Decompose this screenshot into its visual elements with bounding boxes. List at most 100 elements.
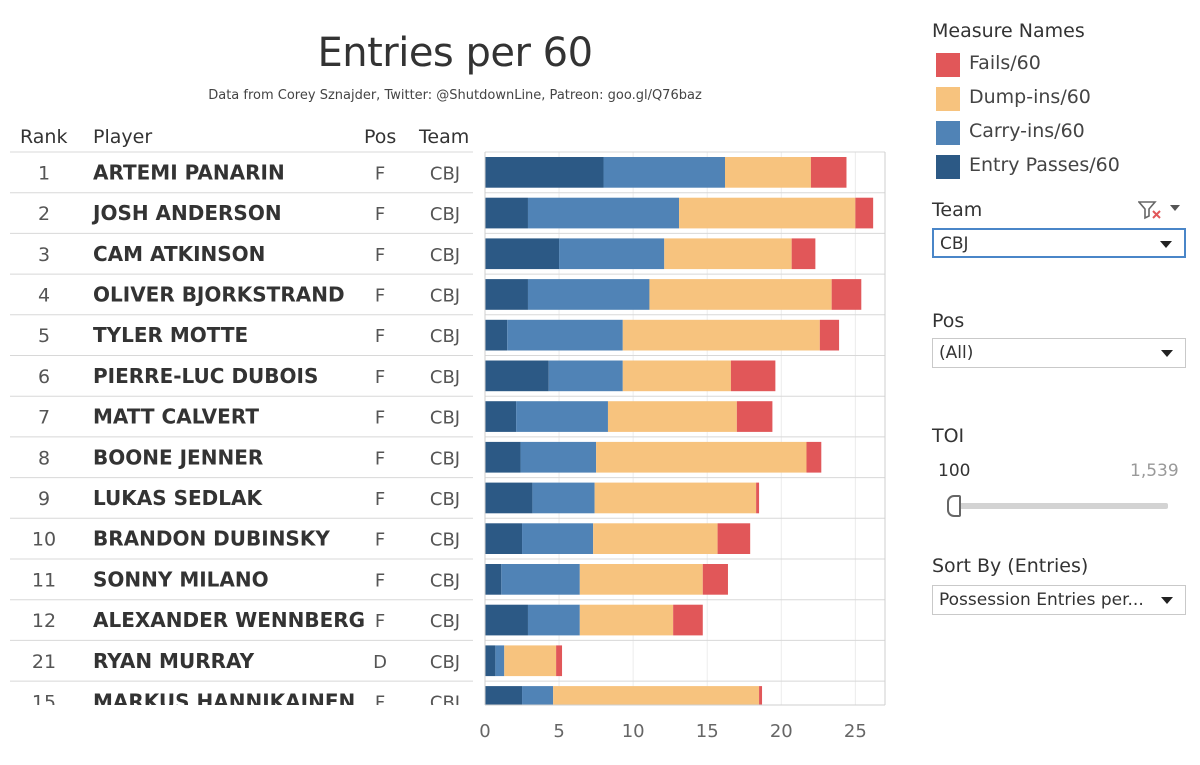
bar-segment[interactable] <box>532 482 595 514</box>
bar-segment[interactable] <box>522 523 594 554</box>
bar-segment[interactable] <box>819 319 840 351</box>
team-filter-label: Team <box>932 199 983 221</box>
pos-dropdown[interactable]: (All) <box>932 338 1186 368</box>
bar-segment[interactable] <box>485 279 528 310</box>
bar-segment[interactable] <box>520 441 597 473</box>
bar-segment[interactable] <box>485 197 528 229</box>
bar-segment[interactable] <box>527 604 580 636</box>
player-label: MATT CALVERT <box>93 405 259 429</box>
filter-menu-caret-icon[interactable] <box>1170 205 1180 211</box>
clear-filter-icon[interactable] <box>1138 200 1162 220</box>
bar-segment[interactable] <box>485 482 533 514</box>
bar-segment[interactable] <box>495 645 505 677</box>
bar-segment[interactable] <box>791 238 816 270</box>
bar-segment[interactable] <box>717 523 751 554</box>
team-label: CBJ <box>430 326 460 347</box>
column-header-pos[interactable]: Pos <box>364 126 397 148</box>
bar-segment[interactable] <box>831 279 862 310</box>
legend-item-dump-ins[interactable]: Dump-ins/60 <box>936 86 1186 113</box>
pos-label: F <box>375 570 385 591</box>
bar-segment[interactable] <box>522 686 554 717</box>
bar-segment[interactable] <box>673 604 703 636</box>
bar-segment[interactable] <box>485 645 496 677</box>
bar-segment[interactable] <box>548 360 623 392</box>
bar-segment[interactable] <box>485 401 517 432</box>
bar-segment[interactable] <box>527 197 680 229</box>
bar-segment[interactable] <box>679 197 856 229</box>
bar-segment[interactable] <box>810 157 847 188</box>
legend-item-fails[interactable]: Fails/60 <box>936 52 1186 79</box>
pos-label: F <box>375 611 385 632</box>
bar-segment[interactable] <box>736 401 773 432</box>
rank-label: 7 <box>38 407 50 429</box>
bar-segment[interactable] <box>622 319 820 351</box>
toi-slider-handle[interactable] <box>947 495 961 517</box>
team-label: CBJ <box>430 448 460 469</box>
pos-label: F <box>375 692 385 713</box>
bar-segment[interactable] <box>855 197 874 229</box>
sort-by-dropdown[interactable]: Possession Entries per... <box>932 585 1186 615</box>
stacked-bar-chart: 1 ARTEMI PANARIN F CBJ 2 JOSH ANDERSON F CBJ 3 CA… <box>10 151 886 742</box>
bar-segment[interactable] <box>603 157 725 188</box>
bar-segment[interactable] <box>527 279 650 310</box>
column-header-team[interactable]: Team <box>419 126 470 148</box>
bar-segment[interactable] <box>725 157 811 188</box>
bar-segment[interactable] <box>593 523 718 554</box>
bar-segment[interactable] <box>553 686 760 717</box>
pos-label: F <box>375 448 385 469</box>
team-label: CBJ <box>430 692 460 713</box>
bar-segment[interactable] <box>702 564 728 595</box>
legend-item-carry-ins[interactable]: Carry-ins/60 <box>936 120 1186 147</box>
team-label: CBJ <box>430 611 460 632</box>
legend-label-dump-ins: Dump-ins/60 <box>969 86 1091 108</box>
bar-segment[interactable] <box>485 523 523 554</box>
rank-label: 9 <box>38 488 50 510</box>
toi-slider-track[interactable] <box>955 503 1168 509</box>
pos-label: F <box>375 408 385 429</box>
bar-segment[interactable] <box>664 238 792 270</box>
bar-segment[interactable] <box>485 238 560 270</box>
bar-segment[interactable] <box>756 482 760 514</box>
team-label: CBJ <box>430 245 460 266</box>
player-label: ALEXANDER WENNBERG <box>93 608 365 632</box>
bar-segment[interactable] <box>559 238 665 270</box>
bar-segment[interactable] <box>579 564 703 595</box>
pos-label: F <box>375 367 385 388</box>
bar-segment[interactable] <box>507 319 623 351</box>
bar-segment[interactable] <box>622 360 731 392</box>
x-tick-label: 25 <box>844 721 867 742</box>
bar-segment[interactable] <box>485 360 549 392</box>
chevron-down-icon <box>1161 597 1173 604</box>
bar-segment[interactable] <box>759 686 763 717</box>
team-dropdown[interactable]: CBJ <box>932 228 1186 258</box>
player-label: RYAN MURRAY <box>93 649 255 673</box>
rank-label: 10 <box>32 529 56 551</box>
bar-segment[interactable] <box>607 401 737 432</box>
column-header-rank[interactable]: Rank <box>20 126 68 148</box>
bar-segment[interactable] <box>594 482 757 514</box>
bar-segment[interactable] <box>485 686 523 717</box>
bar-segment[interactable] <box>556 645 563 677</box>
bar-segment[interactable] <box>649 279 832 310</box>
bar-segment[interactable] <box>504 645 557 677</box>
bar-segment[interactable] <box>485 319 508 351</box>
bar-segment[interactable] <box>579 604 674 636</box>
rank-label: 8 <box>38 447 50 469</box>
legend-item-entry-passes[interactable]: Entry Passes/60 <box>936 154 1186 181</box>
legend-label-fails: Fails/60 <box>969 52 1041 74</box>
column-header-player[interactable]: Player <box>93 126 153 148</box>
bar-segment[interactable] <box>485 604 528 636</box>
legend-swatch-entry-passes <box>936 155 960 179</box>
bar-segment[interactable] <box>516 401 608 432</box>
bar-segment[interactable] <box>501 564 580 595</box>
bar-segment[interactable] <box>596 441 807 473</box>
team-label: CBJ <box>430 489 460 510</box>
player-label: TYLER MOTTE <box>93 323 248 347</box>
team-label: CBJ <box>430 408 460 429</box>
bar-segment[interactable] <box>485 564 502 595</box>
team-label: CBJ <box>430 163 460 184</box>
bar-segment[interactable] <box>730 360 776 392</box>
bar-segment[interactable] <box>806 441 822 473</box>
bar-segment[interactable] <box>485 441 521 473</box>
bar-segment[interactable] <box>485 157 604 188</box>
